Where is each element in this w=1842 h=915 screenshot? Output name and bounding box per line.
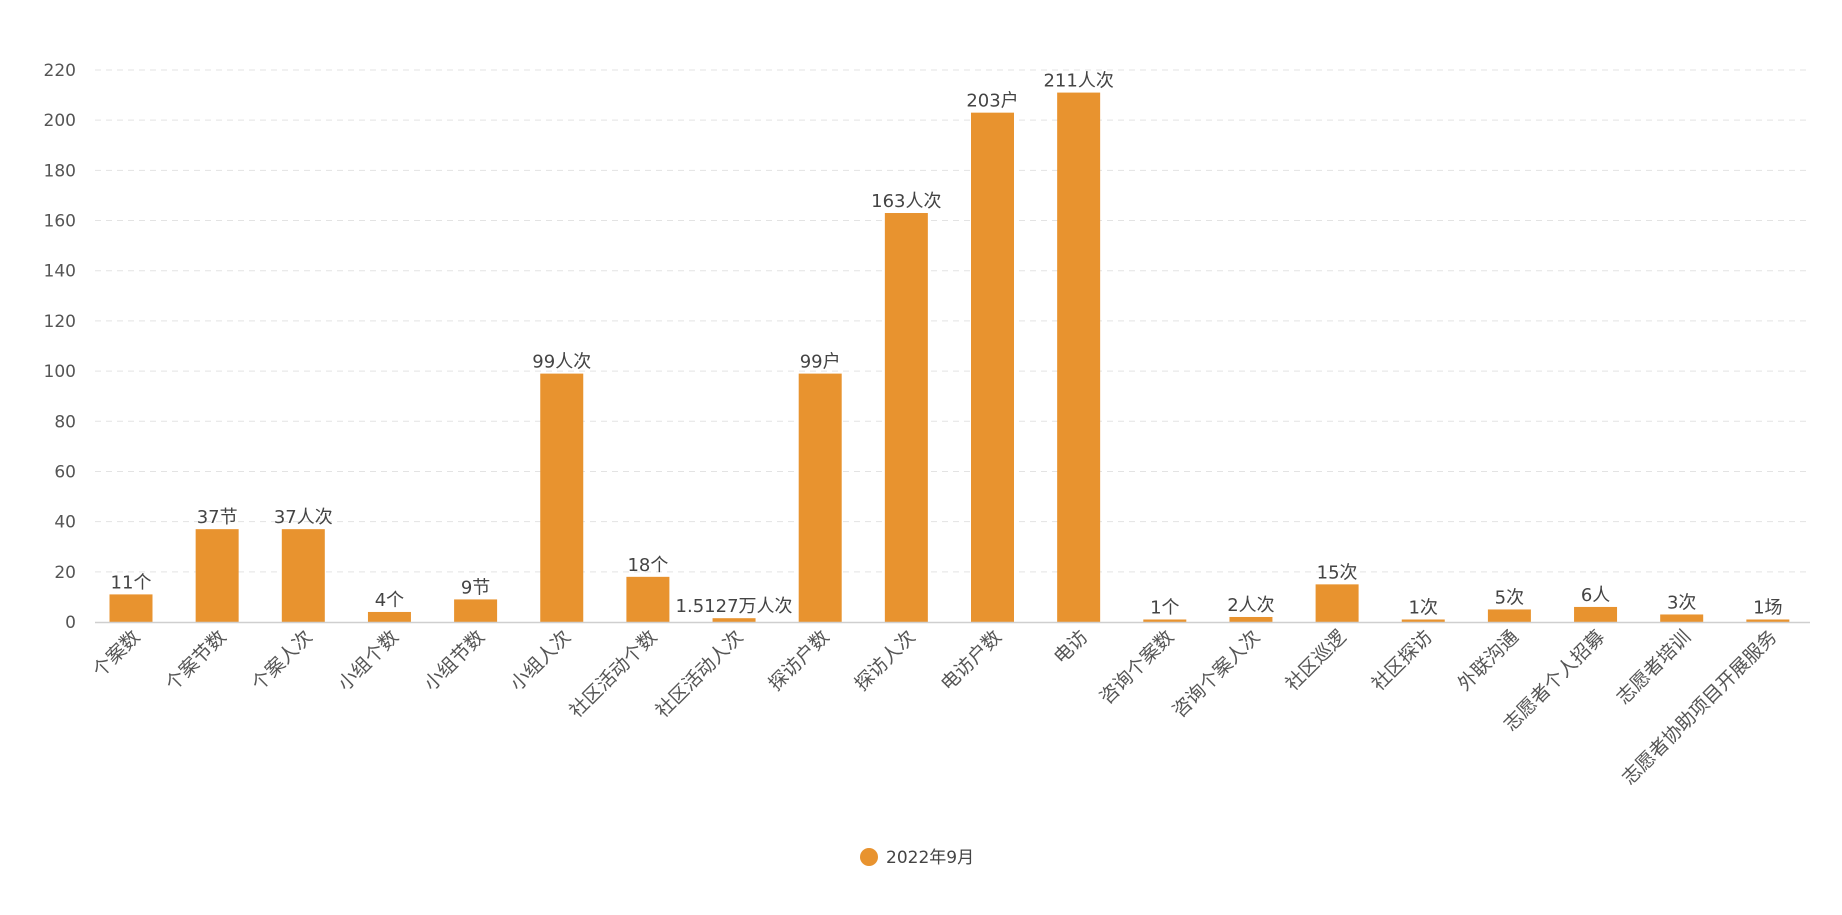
bar[interactable]	[712, 618, 756, 622]
x-axis: 个案数 个案节数 个案人次 小组个数 小组节数 小组人次社区活动个数社区活动人次 探访户数探…	[89, 621, 1810, 789]
y-tick-label: 0	[65, 613, 76, 633]
y-axis: 0 20 40 60 80 100 120 140 160 180 200 220	[44, 61, 76, 633]
bar[interactable]	[1401, 619, 1445, 622]
bar[interactable]	[1487, 609, 1531, 622]
x-tick-label: 社区探访	[1367, 626, 1436, 695]
bar[interactable]	[884, 213, 928, 622]
x-tick-label: 志愿者协助项目开展服务	[1618, 626, 1781, 789]
bar[interactable]	[1143, 619, 1187, 622]
data-label: 11个	[111, 572, 152, 593]
x-tick-label: 探访人次	[851, 626, 920, 695]
bar[interactable]	[1057, 92, 1101, 623]
x-tick-label: 咨询个案数	[1096, 626, 1179, 709]
x-tick-label: 社区活动人次	[651, 626, 747, 722]
y-tick-label: 200	[44, 111, 76, 131]
x-tick-label: 小组节数	[420, 626, 489, 695]
y-tick-label: 220	[44, 61, 76, 81]
x-tick-label: 社区巡逻	[1281, 626, 1350, 695]
legend[interactable]: 2022年9月	[860, 848, 974, 868]
x-tick-label: 外联沟通	[1454, 626, 1523, 695]
y-tick-label: 160	[44, 212, 76, 232]
y-tick-label: 60	[54, 462, 76, 482]
data-label: 37节	[197, 507, 238, 528]
bars	[109, 92, 1790, 623]
bar[interactable]	[540, 373, 584, 622]
x-tick-label: 小组个数	[334, 626, 403, 695]
bar[interactable]	[1315, 584, 1359, 622]
bar[interactable]	[626, 576, 670, 622]
bar[interactable]	[454, 599, 498, 622]
bar[interactable]	[1746, 619, 1790, 622]
grid-lines	[95, 69, 1810, 573]
data-label: 3次	[1667, 592, 1696, 613]
data-label: 1.5127万人次	[676, 596, 793, 617]
data-label: 211人次	[1043, 71, 1113, 92]
data-label: 37人次	[274, 507, 333, 528]
data-label: 18个	[627, 555, 668, 576]
data-labels: 11个 37节 37人次 4个 9节 99人次 18个 1.5127万人次 99户 163人次 20…	[111, 71, 1783, 619]
x-tick-label: 个案人次	[248, 626, 317, 695]
data-label: 6人	[1581, 585, 1610, 606]
data-label: 163人次	[871, 191, 941, 212]
legend-label[interactable]: 2022年9月	[886, 848, 974, 868]
bar[interactable]	[1660, 614, 1704, 622]
data-label: 2人次	[1227, 595, 1274, 616]
bar[interactable]	[367, 611, 411, 622]
data-label: 15次	[1317, 562, 1358, 583]
y-tick-label: 40	[54, 513, 76, 533]
y-tick-label: 80	[54, 412, 76, 432]
x-tick-label: 小组人次	[506, 626, 575, 695]
data-label: 99人次	[532, 352, 591, 373]
data-label: 4个	[375, 590, 404, 611]
data-label: 203户	[966, 91, 1018, 112]
y-tick-label: 20	[54, 563, 76, 583]
x-tick-label: 电访户数	[937, 626, 1006, 695]
data-label: 99户	[800, 352, 841, 373]
x-tick-label: 志愿者培训	[1612, 626, 1695, 709]
x-tick-label: 社区活动个数	[565, 626, 661, 722]
legend-marker-icon	[860, 848, 878, 866]
x-tick-label: 咨询个案人次	[1168, 626, 1264, 722]
bar[interactable]	[1574, 606, 1618, 622]
bar[interactable]	[109, 594, 153, 622]
data-label: 9节	[461, 577, 490, 598]
y-tick-label: 100	[44, 362, 76, 382]
y-tick-label: 140	[44, 262, 76, 282]
data-label: 1个	[1150, 597, 1179, 618]
y-tick-label: 180	[44, 161, 76, 181]
data-label: 1场	[1753, 597, 1782, 618]
data-label: 1次	[1409, 597, 1438, 618]
x-tick-label: 个案节数	[161, 626, 230, 695]
bar[interactable]	[971, 112, 1014, 623]
bar[interactable]	[1229, 616, 1273, 622]
bar[interactable]	[281, 529, 325, 622]
bar[interactable]	[195, 529, 239, 622]
data-label: 5次	[1495, 587, 1524, 608]
y-tick-label: 120	[44, 312, 76, 332]
x-tick-label: 个案数	[89, 626, 145, 682]
x-tick-label: 探访户数	[764, 626, 833, 695]
x-tick-label: 电访	[1050, 626, 1092, 668]
bar[interactable]	[798, 373, 842, 622]
